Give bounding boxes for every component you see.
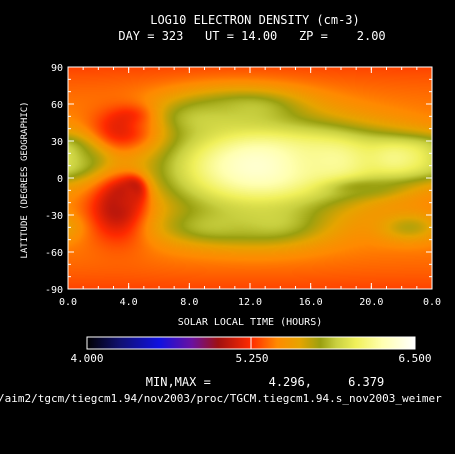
x-tick-label: 20.0 bbox=[359, 297, 383, 308]
y-tick-label: 90 bbox=[51, 63, 63, 74]
y-tick-label: 60 bbox=[51, 100, 63, 111]
x-tick-label: 12.0 bbox=[238, 297, 262, 308]
y-tick-label: -90 bbox=[45, 285, 63, 296]
y-tick-label: -60 bbox=[45, 248, 63, 259]
y-tick-label: 30 bbox=[51, 137, 63, 148]
x-tick-label: 4.0 bbox=[120, 297, 138, 308]
heatmap-field-image bbox=[68, 67, 432, 289]
y-axis-label: LATITUDE (DEGREES GEOGRAPHIC) bbox=[20, 101, 30, 258]
heatmap-plot-area bbox=[68, 67, 432, 289]
colorbar-mid-label: 5.250 bbox=[235, 352, 268, 365]
x-tick-label: 0.0 bbox=[423, 297, 441, 308]
x-tick-label: 0.0 bbox=[59, 297, 77, 308]
y-tick-label: 0 bbox=[57, 174, 63, 185]
colorbar bbox=[86, 336, 416, 350]
x-axis-label: SOLAR LOCAL TIME (HOURS) bbox=[178, 317, 323, 328]
file-path-text: /aim2/tgcm/tiegcm1.94/nov2003/proc/TGCM.… bbox=[0, 392, 442, 405]
chart-title: LOG10 ELECTRON DENSITY (cm-3) bbox=[150, 13, 360, 27]
colorbar-max-label: 6.500 bbox=[398, 352, 431, 365]
colorbar-min-label: 4.000 bbox=[70, 352, 103, 365]
x-tick-label: 8.0 bbox=[180, 297, 198, 308]
axes: 0.0 4.0 8.0 12.0 16.0 20.0 0.0 90 60 30 0 -30 -60 -90 bbox=[45, 63, 441, 308]
x-tick-label: 16.0 bbox=[299, 297, 323, 308]
chart-subtitle: DAY = 323 UT = 14.00 ZP = 2.00 bbox=[118, 29, 385, 43]
y-tick-label: -30 bbox=[45, 211, 63, 222]
min-max-readout: MIN,MAX = 4.296, 6.379 bbox=[146, 375, 384, 389]
